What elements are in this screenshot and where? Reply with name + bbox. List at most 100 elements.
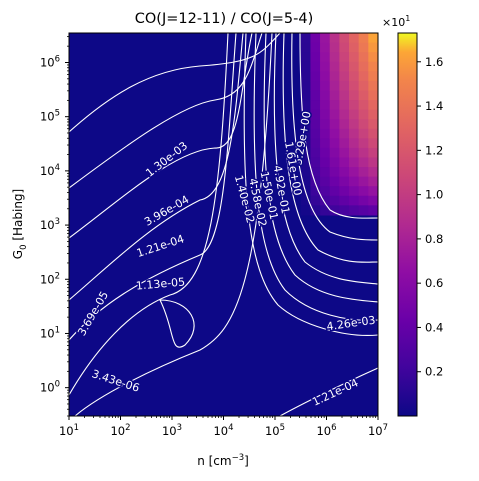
heatmap-cell — [320, 100, 331, 111]
heatmap-cell — [349, 52, 360, 63]
heatmap-cell — [358, 138, 369, 149]
contour-line — [299, 33, 378, 219]
heatmap-cell — [339, 167, 350, 178]
heatmap-cell — [320, 128, 331, 139]
heatmap-cell — [329, 90, 340, 101]
contour-line — [69, 33, 237, 341]
heatmap-cell — [368, 157, 378, 168]
heatmap-cell — [310, 90, 321, 101]
heatmap-cells — [300, 33, 378, 216]
colorbar-tick-label: 1.2 — [425, 143, 443, 157]
colorbar-offset-label: ×101 — [382, 14, 410, 29]
heatmap-cell — [329, 186, 340, 197]
heatmap-cell — [368, 42, 378, 53]
heatmap-cell — [358, 167, 369, 178]
y-tick-label: 104 — [40, 163, 60, 178]
x-tick-label: 105 — [265, 423, 285, 438]
x-tick-label: 102 — [110, 423, 130, 438]
heatmap-cell — [368, 167, 378, 178]
heatmap-cell — [310, 147, 321, 159]
colorbar-tick-label: 0.6 — [425, 276, 443, 290]
heatmap-cell — [329, 147, 340, 159]
heatmap-cell — [339, 42, 350, 53]
contour-line — [253, 33, 378, 321]
heatmap-cell — [329, 109, 340, 120]
heatmap-cell — [358, 119, 369, 130]
contour-line — [282, 33, 378, 263]
colorbar-tick-label: 0.2 — [425, 365, 443, 379]
heatmap-cell — [310, 186, 321, 197]
heatmap-cell — [368, 138, 378, 149]
y-axis: 100 101 102 103 104 105 106 — [40, 36, 69, 417]
colorbar — [397, 32, 418, 417]
heatmap-cell — [300, 109, 312, 120]
heatmap-cell — [368, 100, 378, 111]
heatmap-cell — [349, 80, 360, 92]
heatmap-cell — [358, 90, 369, 101]
heatmap-cell — [339, 138, 350, 149]
heatmap-cell — [320, 119, 331, 130]
heatmap-cell — [310, 205, 321, 216]
heatmap-cell — [339, 80, 350, 92]
heatmap-cell — [349, 138, 360, 149]
heatmap-cell — [329, 195, 340, 206]
heatmap-cell — [320, 205, 331, 216]
heatmap-cell — [339, 52, 350, 63]
x-tick-label: 107 — [368, 423, 388, 438]
heatmap-cell — [358, 195, 369, 206]
heatmap-cell — [358, 52, 369, 63]
heatmap-cell — [339, 33, 350, 44]
y-tick-label: 105 — [40, 109, 60, 124]
heatmap-cell — [339, 157, 350, 168]
y-tick-label: 106 — [40, 54, 60, 69]
heatmap-cell — [300, 80, 312, 92]
heatmap-cell — [349, 167, 360, 178]
heatmap-cell — [300, 71, 312, 82]
colorbar-tick-label: 1.0 — [425, 188, 443, 202]
heatmap-cell — [310, 138, 321, 149]
heatmap-cell — [310, 109, 321, 120]
heatmap-cell — [310, 80, 321, 92]
heatmap-cell — [358, 157, 369, 168]
heatmap-cell — [300, 147, 312, 159]
heatmap-cell — [329, 119, 340, 130]
heatmap-cell — [358, 80, 369, 92]
heatmap-cell — [358, 147, 369, 159]
heatmap-cell — [368, 195, 378, 206]
colorbar-tick-label: 0.8 — [425, 232, 443, 246]
heatmap-cell — [320, 176, 331, 187]
heatmap-cell — [320, 109, 331, 120]
heatmap-cell — [310, 61, 321, 72]
heatmap-cell — [320, 157, 331, 168]
heatmap-cell — [300, 195, 312, 206]
heatmap-cell — [329, 80, 340, 92]
heatmap-cell — [329, 52, 340, 63]
x-axis: 101 102 103 104 105 106 107 — [59, 416, 388, 438]
heatmap-cell — [368, 128, 378, 139]
y-axis-label: G0 [Habing] — [11, 189, 29, 259]
heatmap-cell — [320, 71, 331, 82]
heatmap-cell — [329, 33, 340, 44]
contour-line — [243, 33, 378, 336]
heatmap-cell — [320, 33, 331, 44]
heatmap-cell — [310, 119, 321, 130]
x-axis-label: n [cm−3] — [197, 453, 249, 468]
x-tick-label: 106 — [316, 423, 336, 438]
heatmap-cell — [329, 138, 340, 149]
heatmap-cell — [300, 119, 312, 130]
heatmap-cell — [300, 33, 312, 44]
heatmap-cell — [339, 100, 350, 111]
heatmap-cell — [310, 195, 321, 206]
colorbar-tick-label: 1.6 — [425, 55, 443, 69]
heatmap-cell — [339, 147, 350, 159]
heatmap-cell — [329, 128, 340, 139]
y-tick-label: 101 — [40, 325, 60, 340]
colorbar-tick-label: 0.4 — [425, 320, 443, 334]
heatmap-cell — [320, 186, 331, 197]
heatmap-cell — [358, 100, 369, 111]
heatmap-cell — [310, 52, 321, 63]
heatmap-cell — [329, 205, 340, 216]
heatmap-cell — [349, 100, 360, 111]
heatmap-cell — [310, 157, 321, 168]
